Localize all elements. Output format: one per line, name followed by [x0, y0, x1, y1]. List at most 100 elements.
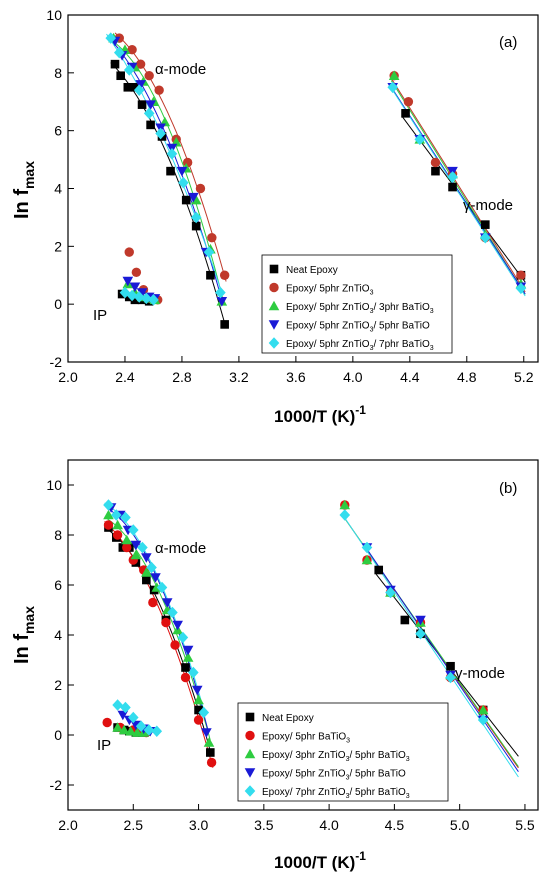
panel-label: (a)	[499, 34, 517, 51]
alpha-point	[110, 59, 120, 69]
legend-text: Epoxy/ 5phr ZnTiO	[286, 339, 370, 350]
alpha-point	[182, 652, 194, 662]
x-tick-label: 4.4	[400, 369, 420, 385]
legend-label: Neat Epoxy	[262, 713, 314, 724]
alpha-point	[135, 80, 146, 90]
alpha-point	[103, 499, 114, 511]
legend-marker	[268, 320, 280, 330]
legend-marker	[269, 264, 279, 274]
alpha-point	[111, 509, 122, 521]
x-tick-label: 4.0	[319, 817, 339, 833]
alpha-point	[195, 183, 206, 194]
gamma-point	[387, 81, 399, 94]
alpha-point	[177, 631, 189, 644]
legend-text: Epoxy/ 3phr ZnTiO	[262, 750, 346, 761]
alpha-point	[112, 519, 123, 530]
x-tick-label: 3.5	[254, 817, 274, 833]
legend-marker	[269, 282, 279, 293]
gamma-fit-line	[390, 78, 526, 293]
x-tick-label: 4.5	[385, 817, 405, 833]
alpha-point	[178, 176, 189, 189]
annotation-alpha-mode: α-mode	[155, 540, 206, 557]
alpha-point	[146, 561, 157, 574]
legend-subscript: 3	[406, 756, 410, 763]
alpha-point	[120, 511, 131, 524]
alpha-point	[122, 542, 132, 553]
legend-text: / 5phr BaTiO	[349, 769, 406, 780]
alpha-point	[144, 71, 154, 81]
x-tick-label: 3.2	[229, 369, 249, 385]
legend-subscript: 3	[370, 327, 374, 334]
gamma-point	[361, 541, 373, 554]
ip-point	[118, 724, 130, 735]
alpha-point	[188, 192, 199, 203]
alpha-point	[193, 694, 204, 705]
alpha-point	[203, 246, 215, 258]
ip-point	[131, 267, 142, 278]
legend-box	[237, 702, 449, 802]
gamma-point	[401, 109, 410, 118]
alpha-point	[103, 520, 114, 530]
y-tick-label: -2	[50, 354, 63, 370]
panel-b: 2.0 2.5 3.0 3.5 4.0 4.5 5.0 5.5 -2 0 2 4 6 8 10 (b) α…	[11, 459, 539, 872]
x-tick-label: 5.5	[515, 817, 535, 833]
gamma-point	[385, 586, 396, 599]
legend-subscript: 3	[430, 308, 434, 315]
ip-point	[126, 289, 138, 302]
legend-label: Epoxy/ 7phr ZnTiO3/ 5phr BaTiO3	[262, 787, 410, 800]
data-points	[102, 499, 489, 768]
alpha-point	[148, 597, 158, 608]
legend-subscript: 3	[406, 793, 410, 800]
alpha-point	[161, 598, 173, 608]
alpha-point	[142, 575, 151, 585]
legend-marker	[245, 730, 255, 741]
legend-subscript: 3	[430, 345, 434, 352]
gamma-point	[480, 231, 491, 244]
legend-box	[261, 254, 453, 354]
legend-text: Epoxy/ 5phr BaTiO	[262, 732, 346, 743]
alpha-point	[203, 737, 215, 747]
legend-subscript: 3	[370, 345, 374, 352]
y-axis-title: In fmax	[11, 161, 37, 219]
x-tick-label: 5.2	[514, 369, 534, 385]
gamma-point	[448, 182, 457, 192]
alpha-point	[121, 534, 133, 545]
gamma-point	[374, 565, 384, 575]
y-tick-label: 4	[54, 181, 62, 197]
legend-marker	[268, 300, 280, 311]
alpha-point	[206, 748, 215, 757]
annotation-alpha-mode: α-mode	[155, 61, 206, 78]
legend-text: Neat Epoxy	[262, 713, 314, 724]
y-tick-label: 2	[54, 677, 62, 693]
ip-point	[151, 725, 163, 738]
x-axis-title: 1000/T (K)-1	[274, 849, 366, 872]
annotation-ip: IP	[97, 737, 111, 754]
legend-subscript: 3	[346, 775, 350, 782]
alpha-point	[105, 32, 117, 44]
alpha-point	[166, 148, 178, 160]
ip-point	[112, 699, 123, 711]
y-axis: -2 0 2 4 6 8 10	[46, 7, 74, 370]
gamma-point	[477, 714, 489, 726]
gamma-point	[446, 661, 455, 671]
alpha-point	[116, 71, 125, 81]
gamma-point	[477, 704, 489, 715]
legend-label: Epoxy/ 5phr ZnTiO3/ 5phr BaTiO	[286, 321, 430, 334]
x-tick-label: 2.0	[58, 817, 78, 833]
legend-text: Epoxy/ 7phr ZnTiO	[262, 787, 346, 798]
alpha-point	[219, 270, 230, 280]
alpha-point	[112, 530, 123, 540]
gamma-point	[481, 220, 490, 229]
alpha-point	[127, 524, 139, 536]
alpha-fit-line	[110, 62, 227, 329]
gamma-point	[414, 133, 426, 146]
alpha-point	[216, 296, 228, 307]
ip-point	[141, 292, 152, 305]
alpha-point	[137, 541, 148, 554]
gamma-point	[445, 671, 456, 684]
alpha-point	[137, 100, 147, 109]
legend-label: Epoxy/ 5phr BaTiO3	[262, 732, 350, 745]
alpha-point	[193, 715, 204, 725]
gamma-point	[430, 157, 441, 168]
